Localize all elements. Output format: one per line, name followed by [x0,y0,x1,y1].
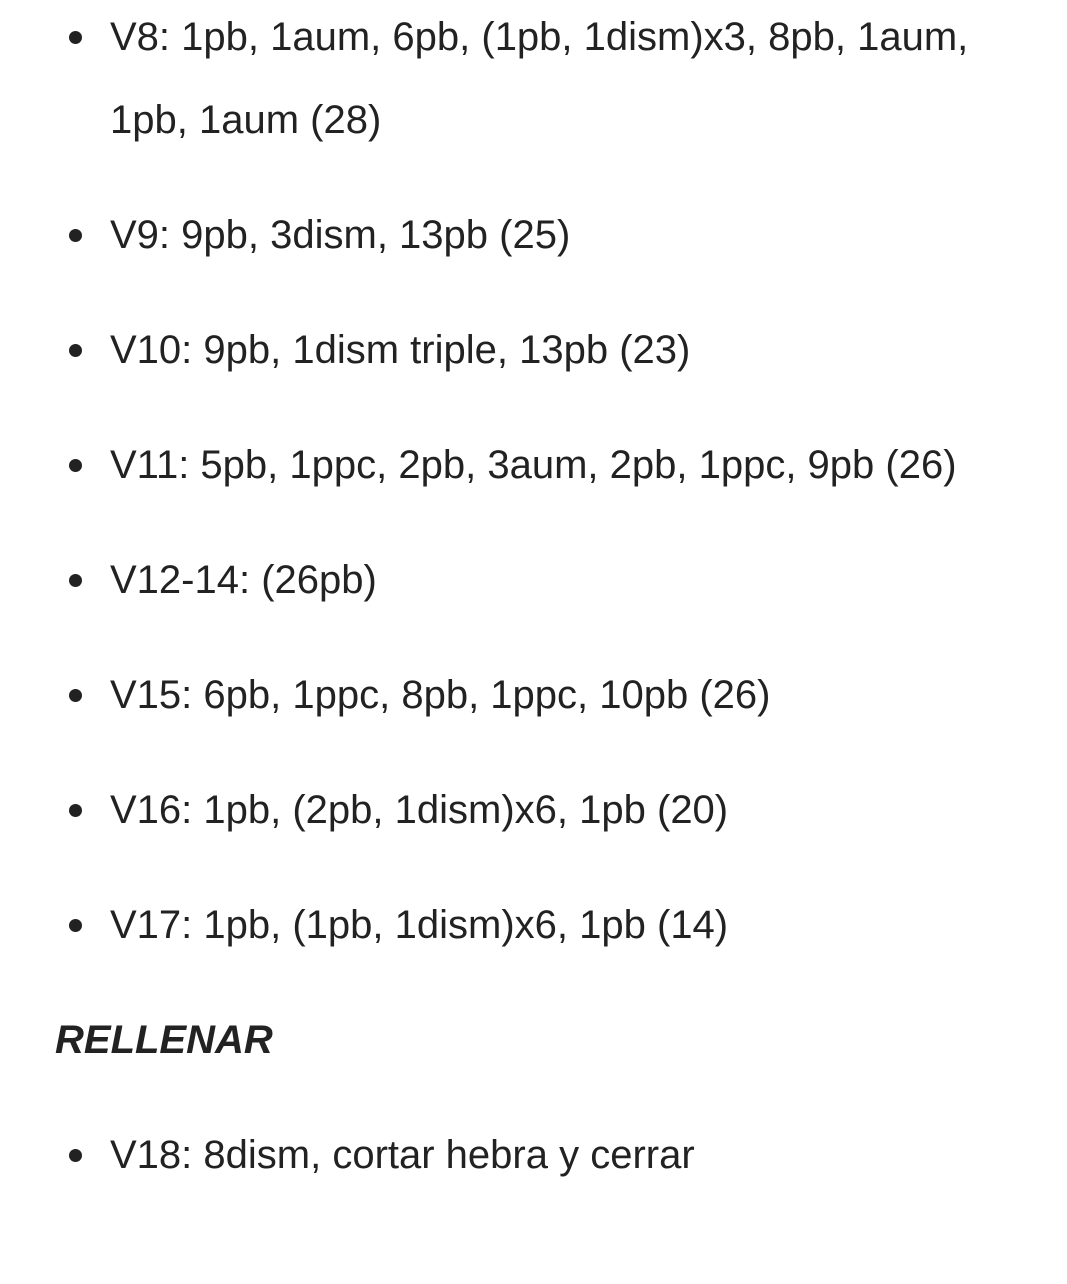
bullet-icon [69,31,82,44]
bullet-icon [69,459,82,472]
list-item-text: V9: 9pb, 3dism, 13pb (25) [110,213,571,257]
list-item-text: V12-14: (26pb) [110,558,377,602]
bullet-icon [69,689,82,702]
list-item-text: V16: 1pb, (2pb, 1dism)x6, 1pb (20) [110,788,729,832]
list-item-text: V15: 6pb, 1ppc, 8pb, 1ppc, 10pb (26) [110,673,771,717]
bullet-icon [69,574,82,587]
list-item: V17: 1pb, (1pb, 1dism)x6, 1pb (14) [55,884,1007,967]
list-item: V11: 5pb, 1ppc, 2pb, 3aum, 2pb, 1ppc, 9p… [55,424,1007,507]
final-rounds-list: V18: 8dism, cortar hebra y cerrar [55,1114,1007,1197]
list-item: V12-14: (26pb) [55,539,1007,622]
bullet-icon [69,344,82,357]
list-item-text: V17: 1pb, (1pb, 1dism)x6, 1pb (14) [110,903,729,947]
bullet-icon [69,919,82,932]
list-item: V18: 8dism, cortar hebra y cerrar [55,1114,1007,1197]
list-item-text: V18: 8dism, cortar hebra y cerrar [110,1133,695,1177]
bullet-icon [69,804,82,817]
rounds-list: V8: 1pb, 1aum, 6pb, (1pb, 1dism)x3, 8pb,… [55,0,1007,967]
bullet-icon [69,229,82,242]
list-item-text: V11: 5pb, 1ppc, 2pb, 3aum, 2pb, 1ppc, 9p… [110,443,957,487]
list-item-text: V8: 1pb, 1aum, 6pb, (1pb, 1dism)x3, 8pb,… [110,15,969,142]
list-item-text: V10: 9pb, 1dism triple, 13pb (23) [110,328,691,372]
list-item: V15: 6pb, 1ppc, 8pb, 1ppc, 10pb (26) [55,654,1007,737]
list-item: V10: 9pb, 1dism triple, 13pb (23) [55,309,1007,392]
list-item: V16: 1pb, (2pb, 1dism)x6, 1pb (20) [55,769,1007,852]
bullet-icon [69,1149,82,1162]
pattern-content: V8: 1pb, 1aum, 6pb, (1pb, 1dism)x3, 8pb,… [55,0,1007,1197]
section-heading: RELLENAR [55,1018,273,1062]
list-item: V8: 1pb, 1aum, 6pb, (1pb, 1dism)x3, 8pb,… [55,0,1007,162]
list-item: V9: 9pb, 3dism, 13pb (25) [55,194,1007,277]
